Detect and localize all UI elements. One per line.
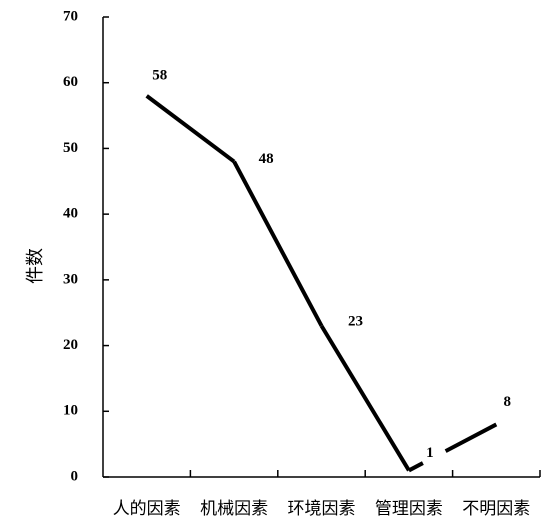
y-tick-label: 70 — [63, 8, 78, 24]
y-tick-label: 30 — [63, 271, 78, 287]
series-segment — [444, 422, 498, 453]
x-tick-label: 不明因素 — [462, 499, 530, 519]
y-tick-label: 60 — [63, 74, 78, 90]
x-tick-label: 机械因素 — [200, 499, 268, 519]
series-segment — [232, 160, 324, 327]
x-tick-label: 人的因素 — [113, 499, 181, 519]
data-label: 1 — [426, 445, 434, 461]
x-tick-label: 环境因素 — [288, 499, 356, 519]
y-tick-label: 40 — [63, 206, 78, 222]
series-segment — [407, 461, 424, 473]
data-label: 8 — [504, 394, 512, 410]
series-segment — [145, 94, 236, 164]
series-segment — [319, 324, 411, 472]
data-label: 23 — [348, 313, 363, 329]
y-tick-label: 0 — [71, 468, 79, 484]
y-axis-title: 件数 — [25, 248, 46, 284]
data-label: 48 — [259, 151, 274, 167]
data-labels: 58 48 23 1 8 — [152, 67, 511, 461]
series-group — [145, 94, 498, 473]
y-axis-ticks: 0 10 20 30 40 50 60 70 — [63, 8, 109, 484]
y-tick-label: 20 — [63, 337, 78, 353]
y-tick-label: 50 — [63, 140, 78, 156]
x-axis-ticks: 人的因素 机械因素 环境因素 管理因素 不明因素 — [113, 470, 541, 519]
y-tick-label: 10 — [63, 403, 78, 419]
axes — [102, 17, 540, 478]
data-label: 58 — [152, 67, 167, 83]
x-tick-label: 管理因素 — [375, 499, 443, 519]
